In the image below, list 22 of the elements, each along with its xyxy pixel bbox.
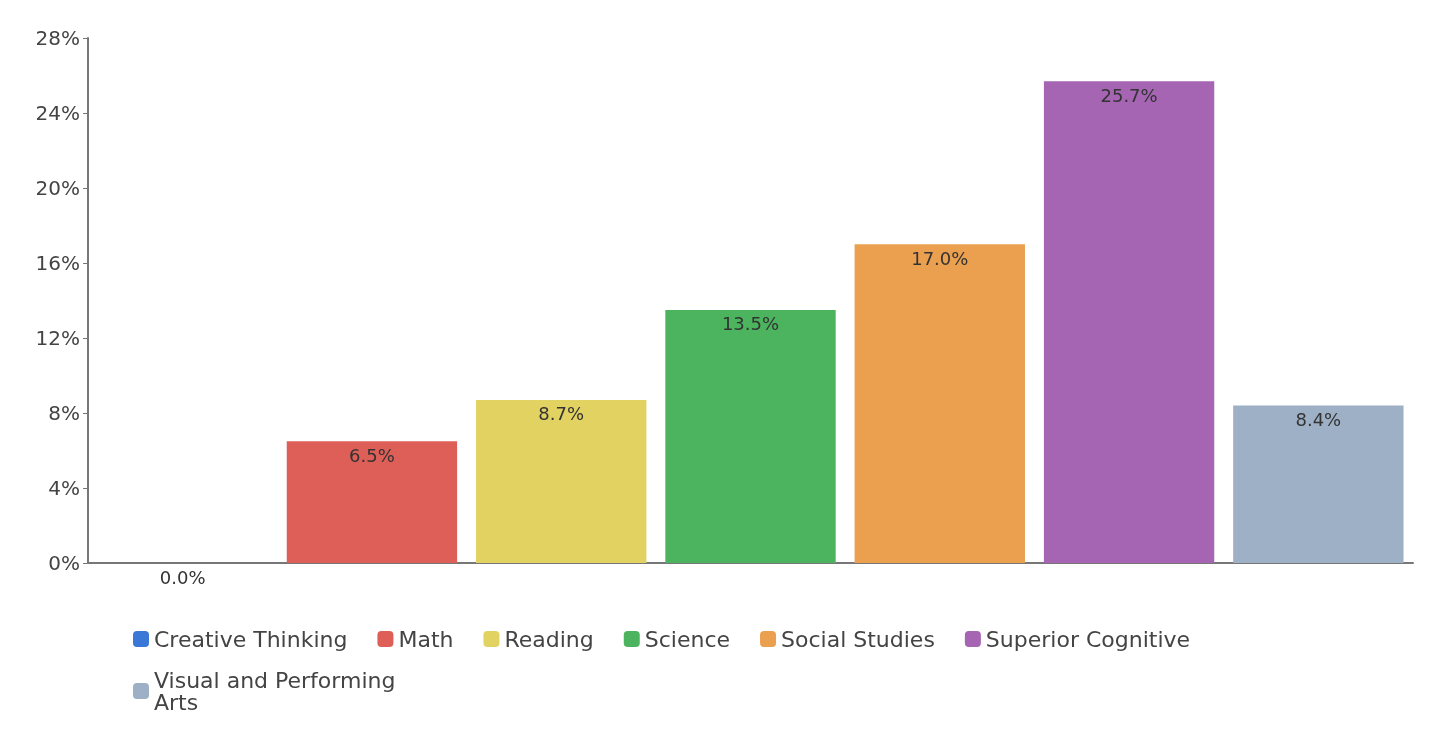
legend-label: Social Studies (781, 626, 935, 652)
data-label: 6.5% (349, 444, 395, 466)
data-label: 0.0% (159, 566, 206, 588)
y-tick-label: 0% (48, 551, 80, 575)
data-label: 8.7% (538, 403, 585, 425)
y-tick-label: 8% (48, 401, 80, 425)
y-tick-label: 20% (35, 176, 80, 200)
legend-label: Creative Thinking (154, 626, 348, 652)
legend-label: Visual and Performing Arts (154, 667, 403, 715)
legend-label: Superior Cognitive (985, 626, 1191, 652)
legend-label: Math (398, 626, 454, 652)
y-tick-label: 16% (35, 251, 80, 275)
legend-label: Reading (504, 626, 594, 652)
data-label: 8.4% (1295, 409, 1342, 430)
data-label: 17.0% (911, 247, 969, 269)
y-tick-label: 24% (35, 101, 80, 125)
data-label: 13.5% (721, 313, 780, 335)
data-label: 25.7% (1100, 84, 1158, 106)
y-tick-label: 28% (35, 26, 80, 50)
y-tick-label: 4% (48, 476, 80, 500)
legend-label: Science (644, 626, 731, 652)
y-tick-label: 12% (35, 326, 80, 350)
